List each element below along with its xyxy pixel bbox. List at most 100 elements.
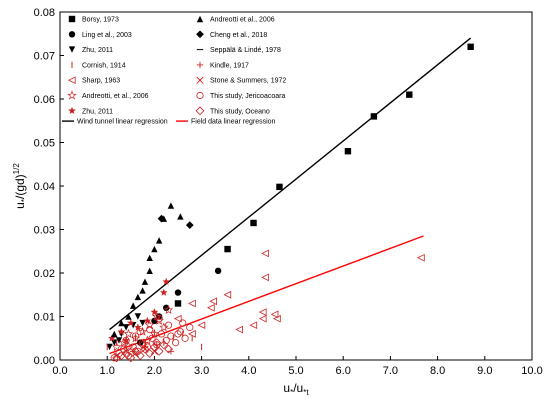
data-point (160, 288, 168, 296)
data-point (181, 334, 189, 342)
data-point (143, 316, 152, 325)
data-point (118, 319, 125, 327)
legend-label: Kindle, 1917 (210, 62, 249, 69)
data-point (224, 245, 231, 253)
data-point (163, 304, 174, 315)
data-point (164, 321, 173, 329)
data-point (249, 321, 258, 330)
y-axis-title: u*/(gd)1/2 (12, 163, 29, 209)
legend-marker (196, 76, 204, 84)
data-point (131, 346, 140, 356)
data-point (121, 349, 131, 358)
legend-label: Zhu, 2011 (82, 108, 113, 115)
data-point (144, 320, 155, 330)
data-point (159, 322, 169, 332)
data-point (125, 313, 132, 320)
data-point (176, 328, 184, 336)
data-point (197, 321, 206, 330)
data-point (122, 336, 130, 345)
legend-marker (196, 91, 204, 100)
data-point (344, 148, 352, 155)
data-point (148, 334, 156, 342)
x-tick-label: 0.0 (52, 365, 67, 377)
data-point (157, 214, 166, 223)
data-point (261, 249, 269, 258)
data-point (146, 325, 154, 334)
x-tick-label: 2.0 (147, 365, 162, 377)
data-point (139, 287, 146, 294)
legend-marker (68, 106, 76, 115)
data-point (146, 254, 153, 261)
data-point (110, 354, 118, 362)
data-point (137, 326, 148, 336)
data-point (179, 319, 187, 327)
legend-label: Sharp, 1963 (82, 78, 120, 85)
data-point (111, 341, 122, 351)
legend-marker (68, 31, 76, 38)
data-point (137, 339, 144, 346)
data-point (134, 313, 142, 320)
data-point (139, 338, 147, 347)
legend-label: Zhu, 2011 (82, 47, 113, 54)
data-point (122, 324, 130, 331)
data-point (141, 278, 149, 285)
legend-label: Andreotti, et al., 2006 (82, 93, 149, 100)
data-point (250, 219, 257, 227)
regression-lines (109, 37, 472, 355)
data-point (139, 319, 146, 327)
data-point (131, 332, 140, 340)
legend-marker (196, 61, 204, 69)
data-point (173, 314, 182, 323)
x-tick-label: 7.0 (383, 365, 398, 377)
legend-label: Ling et al., 2003 (82, 32, 132, 39)
data-point (174, 330, 182, 338)
x-tick-label: 8.0 (430, 365, 445, 377)
data-point (235, 325, 243, 334)
data-point (188, 299, 196, 308)
legend-label: This study, Oceano (210, 108, 270, 115)
data-point (172, 338, 180, 347)
y-tick-label: 0.08 (34, 7, 55, 19)
x-tick-label: 5.0 (288, 365, 303, 377)
data-point (124, 342, 133, 352)
x-tick-label: 3.0 (194, 365, 209, 377)
data-point (122, 336, 130, 344)
data-point (155, 315, 163, 323)
data-point (134, 323, 142, 331)
data-point (151, 245, 158, 253)
data-point (115, 337, 123, 344)
data-point (142, 335, 153, 345)
y-tick-label: 0.05 (34, 138, 55, 150)
x-tick-label: 10.0 (521, 365, 542, 377)
data-point (117, 327, 126, 335)
legend-label: Wind tunnel linear regression (77, 119, 168, 126)
y-tick-label: 0.02 (34, 268, 55, 280)
y-tick-label: 0.06 (34, 94, 55, 106)
data-point (258, 308, 267, 316)
data-point (273, 314, 281, 323)
data-point (152, 338, 162, 348)
legend: Borsy, 1973 Ling et al., 2003 Zhu, 2011 Cor… (62, 15, 286, 126)
data-point (174, 300, 182, 307)
data-point (129, 302, 137, 309)
data-point (106, 343, 113, 351)
legend-label: Field data linear regression (191, 119, 276, 126)
data-point (185, 221, 194, 229)
data-point (209, 297, 218, 306)
data-point (276, 183, 283, 191)
data-point (167, 202, 175, 209)
regression-line (109, 37, 472, 331)
ticks: 0.0 1.0 2.0 3.0 4.0 5.0 6.0 7.0 8.0 9.0 10.0 0.00 0.… (34, 7, 543, 377)
legend-label: This study, Jericoacoara (210, 93, 285, 100)
data-point (163, 304, 170, 311)
y-tick-label: 0.03 (34, 225, 55, 237)
data-point (111, 330, 118, 338)
data-point (136, 328, 144, 336)
legend-label: Seppälä & Lindé, 1978 (210, 47, 281, 54)
legend-label: Cheng et al., 2018 (210, 32, 267, 39)
legend-label: Andreotti et al., 2006 (210, 17, 275, 24)
data-point (157, 330, 166, 338)
data-point (155, 237, 163, 244)
x-tick-label: 6.0 (336, 365, 351, 377)
